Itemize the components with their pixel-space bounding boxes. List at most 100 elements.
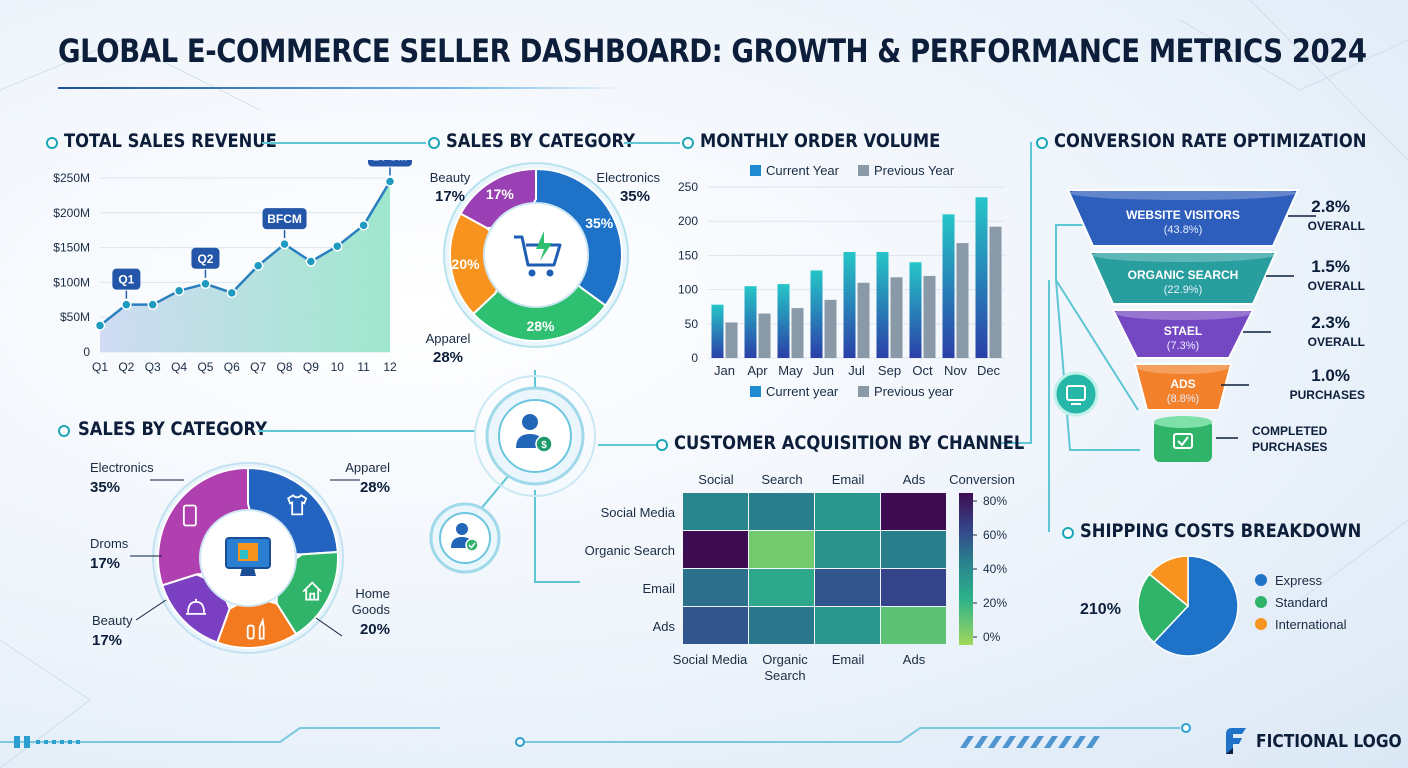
funnel-rate-label: PURCHASES (1290, 388, 1365, 402)
x-tick-label: Oct (912, 363, 933, 378)
y-tick-label: $250M (53, 171, 90, 185)
beauty-icon (246, 617, 265, 640)
heatmap-cell (749, 493, 814, 530)
current-year-bar (909, 262, 922, 358)
connector-line (1000, 442, 1032, 444)
label-leader-line (135, 599, 167, 621)
heatmap-cell (749, 607, 814, 644)
revenue-point (226, 287, 238, 299)
hub-connector (479, 370, 580, 583)
legend-label-current: Current year (766, 384, 839, 399)
acquisition-heatmap: Social Search Email Ads Social Media Organic … (585, 472, 1015, 683)
check-badge (465, 538, 479, 552)
category-pct-label: 17% (90, 555, 120, 572)
y-tick-label: 0 (83, 345, 90, 359)
section-dot (1062, 527, 1074, 539)
annotation-label: BFCM (267, 212, 302, 226)
funnel-stage (1111, 309, 1255, 359)
column-footer: Ads (903, 652, 926, 667)
funnel-stage-cylinder (1154, 420, 1212, 462)
category-pct-label: 35% (90, 479, 120, 496)
category-top-heading: SALES BY CATEGORY (446, 130, 636, 152)
category-name-label: Apparel (426, 331, 471, 346)
colorbar-tick-label: 0% (983, 630, 1001, 644)
heatmap-cell (815, 607, 880, 644)
cart-wheel (528, 269, 536, 277)
pie-side-label: 210% (1080, 601, 1121, 618)
revenue-heading: TOTAL SALES REVENUE (64, 130, 277, 152)
orders-chart: 0 50 100 150 200 250 Jan Apr May Jun Jul Sep Oct Nov D… (678, 163, 1005, 399)
funnel-stage-name: WEBSITE VISITORS (1126, 208, 1240, 222)
x-tick-label: Q7 (250, 360, 266, 374)
user-head (522, 414, 538, 430)
funnel-rate-label: OVERALL (1308, 219, 1365, 233)
funnel-stage-share: (8.8%) (1167, 393, 1199, 405)
section-dot (46, 137, 58, 149)
purchase-check-icon (1173, 433, 1193, 449)
x-tick-label: Q9 (303, 360, 319, 374)
legend-swatch-current (750, 165, 761, 176)
heatmap-cell (881, 607, 946, 644)
label-leader-line (315, 617, 343, 637)
heatmap-cell (683, 531, 748, 568)
revenue-area (100, 181, 390, 352)
row-header: Ads (653, 619, 676, 634)
funnel-connector (1055, 224, 1140, 451)
x-tick-label: Q4 (171, 360, 187, 374)
y-tick-label: $50M (60, 310, 90, 324)
legend-swatch-previous (858, 165, 869, 176)
funnel-stage-rim (1137, 360, 1229, 374)
slice-label: 17% (486, 186, 515, 202)
monitor-store-icon (225, 537, 271, 576)
row-header: Email (642, 581, 675, 596)
category-name-label: Droms (90, 536, 129, 551)
cloche-icon (186, 598, 207, 615)
funnel-rate: 2.3% (1311, 313, 1350, 332)
funnel-stage (1133, 363, 1233, 411)
colorbar-title: Conversion (949, 472, 1015, 487)
previous-year-bar (956, 243, 969, 358)
annotation-label: Q2 (197, 252, 213, 266)
previous-year-bar (857, 282, 870, 358)
funnel-rate: 1.0% (1311, 366, 1350, 385)
previous-year-bar (725, 322, 738, 358)
section-dot (682, 137, 694, 149)
x-tick-label: 11 (357, 360, 370, 374)
category-name-label: Electronics (596, 170, 660, 185)
donut-center (483, 202, 589, 308)
legend-swatch (1255, 596, 1267, 608)
pie-slice (1152, 555, 1239, 657)
revenue-chart: 0 $50M $100M $150M $200M $250M Q1 Q2 Q3 Q4 Q5 Q6 Q7 Q… (53, 160, 412, 374)
category-top-chart: 35% 28% 20% 17% Beauty 17% Electronics 35% Appar… (426, 162, 661, 366)
colorbar-tick-label: 40% (983, 562, 1007, 576)
x-tick-label: Q3 (145, 360, 161, 374)
funnel-rate-label: PURCHASES (1252, 440, 1327, 454)
previous-year-bar (890, 277, 903, 358)
current-year-bar (876, 251, 889, 358)
x-tick-label: Sep (878, 363, 901, 378)
icon-box (1173, 433, 1193, 449)
conversion-heading: CONVERSION RATE OPTIMIZATION (1054, 130, 1367, 152)
funnel-rate: 2.8% (1311, 197, 1350, 216)
previous-year-bar (758, 313, 771, 358)
money-symbol: $ (541, 440, 547, 451)
pie-slice (1137, 573, 1190, 644)
current-year-bar (777, 284, 790, 358)
category-name-label: Goods (352, 602, 391, 617)
x-tick-label: Jun (813, 363, 834, 378)
section-dot (656, 439, 668, 451)
shipping-pie-chart: 210% Express Standard International (1080, 555, 1347, 657)
y-tick-label: $150M (53, 241, 90, 255)
revenue-point (147, 299, 158, 310)
slice-label: 35% (585, 215, 614, 231)
funnel-stage (1066, 189, 1300, 247)
connector-line (1048, 280, 1050, 532)
conversion-funnel: WEBSITE VISITORS (43.8%) 2.8% OVERALL ORGANI… (1053, 186, 1365, 462)
legend-label: Express (1275, 573, 1322, 588)
revenue-point (279, 238, 290, 250)
annotation-label: BFCM (373, 160, 408, 163)
x-tick-label: 12 (383, 360, 397, 374)
heatmap-cell (683, 493, 748, 530)
revenue-point (332, 240, 343, 252)
